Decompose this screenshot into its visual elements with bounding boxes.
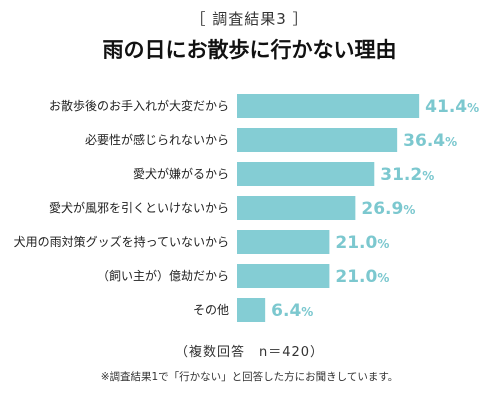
bar: [237, 162, 375, 186]
footnote: ※調査結果1で「行かない」と回答した方にお聞きしています。: [100, 371, 399, 383]
bar: [237, 298, 266, 322]
sample-note: （複数回答 n＝420）: [174, 345, 325, 360]
category-label: お散歩後のお手入れが大変だから: [49, 98, 229, 113]
data-label: 36.4%: [403, 131, 457, 151]
data-label: 21.0%: [335, 267, 389, 287]
bar: [237, 264, 330, 288]
data-label: 41.4%: [425, 97, 479, 117]
category-label: 愛犬が風邪を引くといけないから: [49, 200, 229, 215]
chart-title: 雨の日にお散歩に行かない理由: [102, 38, 397, 62]
bar-chart: お散歩後のお手入れが大変だから 41.4% 必要性が感じられないから 36.4% 愛犬が…: [14, 94, 479, 322]
survey-label: ［ 調査結果3 ］: [190, 10, 309, 28]
data-label: 31.2%: [380, 165, 434, 185]
data-label: 6.4%: [271, 301, 313, 321]
category-label: （飼い主が）億劫だから: [97, 268, 229, 283]
bar: [237, 230, 330, 254]
bar: [237, 94, 420, 118]
data-label: 26.9%: [361, 199, 415, 219]
category-label: 愛犬が嫌がるから: [133, 166, 229, 181]
category-label: その他: [193, 303, 229, 317]
data-label: 21.0%: [335, 233, 389, 253]
bar: [237, 128, 398, 152]
category-label: 必要性が感じられないから: [85, 132, 229, 147]
category-label: 犬用の雨対策グッズを持っていないから: [14, 234, 229, 249]
bar: [237, 196, 356, 220]
